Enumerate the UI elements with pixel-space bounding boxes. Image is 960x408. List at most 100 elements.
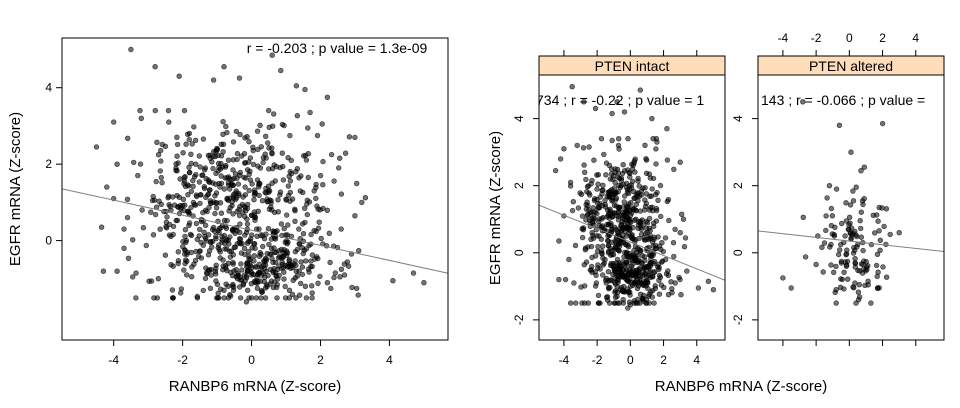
overall-point [283,238,290,244]
overall-point [190,183,196,190]
pten-intact-point [643,170,650,177]
pten-altered-point [876,204,882,211]
overall-point [157,226,163,232]
overall-point [155,152,162,158]
pten-intact-point [642,185,648,191]
overall-point [247,155,254,161]
overall-point [281,122,287,129]
overall-y-tick-label: 4 [45,81,52,95]
overall-point [265,226,272,232]
pten-intact-point [605,250,612,256]
overall-point [315,255,321,262]
overall-point [223,162,229,169]
pten-intact-x-tick-label: -4 [559,353,570,367]
pten-altered-point [860,201,866,208]
pten-intact-point [636,183,642,189]
pten-intact-point [678,211,685,218]
overall-point [124,135,131,142]
overall-point [207,179,213,185]
overall-point [193,161,199,167]
overall-point [313,195,319,202]
pten-altered-point [851,285,857,291]
pten-intact-point [609,137,615,144]
pten-intact-point [677,276,683,283]
overall-point [286,287,293,293]
pten-altered-point [874,273,880,280]
overall-point [207,152,213,159]
pten-intact-point [634,285,641,292]
overall-point [207,285,214,291]
pten-intact-point [649,287,656,294]
overall-point [260,233,266,239]
pten-intact-point [655,197,661,204]
overall-point [237,131,243,138]
overall-point [266,166,272,172]
overall-point [254,264,260,270]
overall-point [166,202,172,208]
pten-intact-point [630,188,637,195]
overall-point [146,278,152,284]
overall-point [224,218,230,224]
overall-point [234,208,240,215]
pten-altered-point [838,258,845,265]
pten-intact-point [621,199,627,205]
overall-point [162,252,169,258]
pten-intact-point [647,235,654,242]
overall-point [262,295,269,301]
overall-point [341,272,348,278]
overall-point [229,283,236,289]
overall-point [177,176,183,182]
overall-point [220,131,226,138]
overall-point [152,107,159,114]
pten-intact-point [628,263,634,269]
overall-point [173,161,179,167]
pten-intact-point [642,142,648,149]
overall-point [230,167,236,173]
pten-altered-point [873,262,880,269]
overall-point [265,183,272,189]
overall-point [227,205,233,211]
overall-point [191,124,197,130]
pten-intact-point [570,199,576,205]
overall-point [254,128,261,134]
pten-intact-point [624,224,631,230]
pten-intact-point [581,99,587,105]
overall-point [152,211,159,218]
overall-point [239,277,245,283]
overall-point [292,249,299,255]
overall-point [298,259,304,265]
overall-point [286,257,292,263]
pten-intact-point [580,227,586,233]
overall-point [158,147,164,154]
pten-altered-point [824,195,830,201]
pten-intact-point [580,145,587,151]
overall-point [189,141,195,147]
pten-altered-point [850,250,857,256]
overall-point [210,165,216,172]
overall-point [242,232,248,238]
pten-intact-point [671,253,677,260]
pten-intact-point [662,256,669,263]
pten-altered-point [850,188,856,194]
overall-point [319,121,325,127]
overall-point [170,295,176,301]
pten-intact-point [616,146,622,152]
overall-point [174,153,180,159]
pten-altered-point [780,275,786,281]
overall-point [212,193,218,199]
overall-point [158,174,165,181]
overall-point [243,299,250,305]
pten-intact-y-axis: -2 0 2 4 [512,115,539,325]
pten-intact-x-tick-label: 2 [660,353,667,367]
overall-point [227,195,233,201]
overall-point [282,283,288,290]
overall-point [285,183,292,189]
pten-intact-point [603,160,610,166]
pten-intact-point [664,125,670,132]
overall-point [281,276,287,282]
pten-intact-point [623,250,630,257]
overall-point [299,271,306,278]
overall-point [182,233,188,240]
overall-point [164,214,170,220]
overall-point [292,208,298,214]
